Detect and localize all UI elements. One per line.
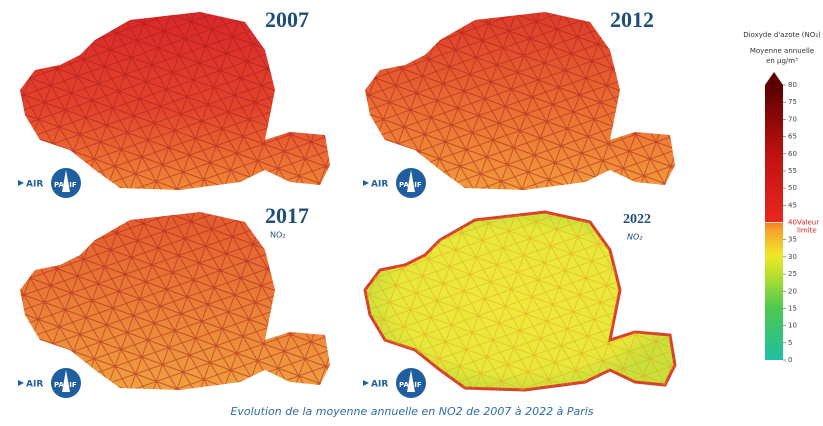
tick-label: 25 [788,270,797,278]
tick-label: 45 [788,201,797,209]
legend-subtitle: en µg/m³ [766,57,798,65]
logo-tower [62,370,70,392]
airparif-logo: AIR PARIF [18,168,81,198]
tick-label: 15 [788,304,797,312]
logo-text: AIR [371,180,388,190]
tick-label: 50 [788,184,797,192]
airparif-logo: AIR PARIF [18,368,81,398]
logo-tower [407,170,415,192]
limit-label: Valeur [797,219,819,227]
caption: Evolution de la moyenne annuelle en NO2 … [230,405,593,418]
logo-text: PARIF [54,381,77,389]
map-2007: 2007 [20,7,330,190]
pollutant: NO₂ [627,233,643,242]
tick-label: 70 [788,115,797,123]
tick-label: 10 [788,322,797,330]
tick-label: 75 [788,98,797,106]
logo-arrow [363,380,369,386]
tick-label: 30 [788,253,797,261]
logo-text: PARIF [399,181,422,189]
year: 2007 [265,7,309,32]
maps: 2007 2012 2017 NO₂ 2022 NO₂ [20,7,677,392]
tick-label: 0 [788,356,792,364]
logo-text: PARIF [399,381,422,389]
year: 2017 [265,203,309,228]
year: 2012 [610,7,654,32]
logo-text: PARIF [54,181,77,189]
logo-arrow [363,180,369,186]
map-2012: 2012 [365,7,675,190]
scale-arrow [765,72,783,85]
tick-label: 35 [788,236,797,244]
tick-label: 60 [788,150,797,158]
legend: Dioxyde d'azote (NO₂) Moyenne annuelle e… [743,31,821,364]
airparif-logo: AIR PARIF [363,168,426,198]
tick-label: 80 [788,81,797,89]
tick-label: 5 [788,339,792,347]
limit-value: 40 [788,219,797,227]
logo-tower [407,370,415,392]
pollutant: NO₂ [270,231,286,240]
map-2022: 2022 NO₂ [363,210,677,392]
legend-title: Dioxyde d'azote (NO₂) [743,31,821,39]
legend-subtitle: Moyenne annuelle [750,47,814,55]
logo-tower [62,170,70,192]
year: 2022 [623,212,651,227]
logo-text: AIR [371,380,388,390]
tick-label: 20 [788,287,797,295]
logo-text: AIR [26,380,43,390]
limit-label: limite [797,227,817,235]
logo-arrow [18,380,24,386]
logo-text: AIR [26,180,43,190]
map-2017: 2017 NO₂ [20,203,330,390]
tick-label: 65 [788,133,797,141]
logo-arrow [18,180,24,186]
airparif-logo: AIR PARIF [363,368,426,398]
tick-label: 55 [788,167,797,175]
logos: AIR PARIF AIR PARIF AIR PARIF AIR PARIF [18,168,426,398]
